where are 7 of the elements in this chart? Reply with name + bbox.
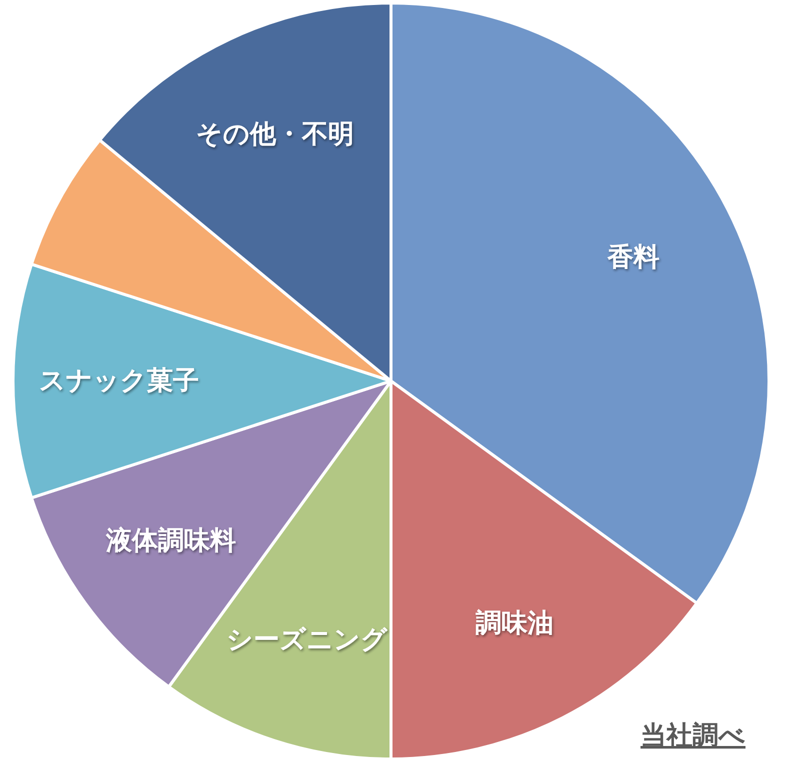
slice-label: 調味油: [476, 608, 554, 638]
slice-label: 香料: [606, 242, 660, 272]
text: 当社調べ: [640, 721, 746, 751]
slice-label: 液体調味料: [104, 526, 236, 556]
slice-label: その他・不明: [196, 120, 354, 150]
slice-label: シーズニング: [226, 624, 388, 655]
slice-label: スナック菓子: [38, 366, 199, 396]
